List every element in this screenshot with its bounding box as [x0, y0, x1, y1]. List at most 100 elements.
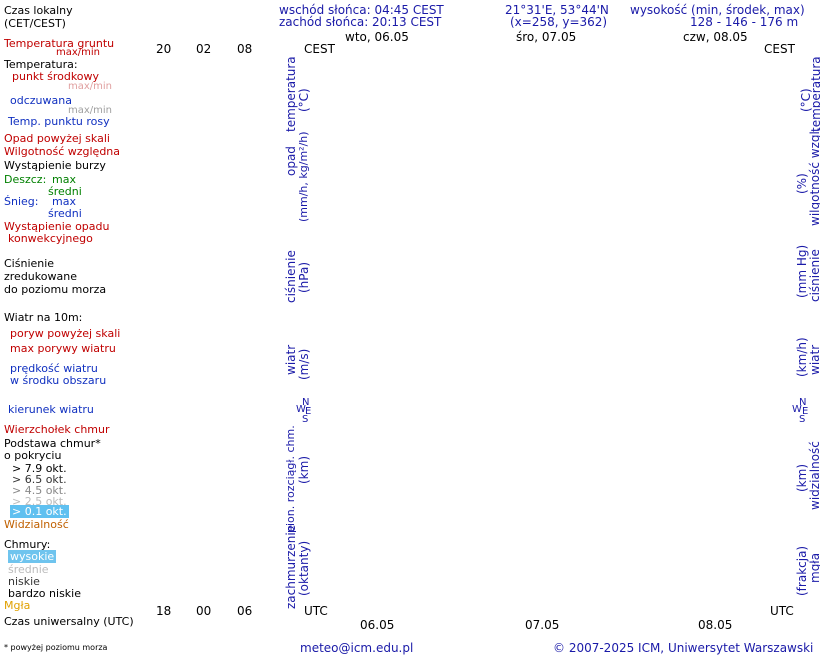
wind-dir-arrow: [717, 405, 722, 421]
s-cover-tick: 4: [123, 557, 130, 570]
cloud-base-dot: [472, 472, 479, 479]
axis-wind-title-r: wiatr: [808, 344, 820, 375]
cloud-base-dot: [627, 499, 634, 506]
axis-vis-unit: (km): [795, 463, 809, 492]
s-press-tick: 1012: [102, 293, 130, 306]
press-tick-label: 1005: [311, 304, 339, 317]
s-press-night: [170, 233, 208, 303]
temp-tick-label-r: 5: [763, 83, 770, 96]
local-hour-label: 23: [553, 44, 568, 58]
temp-tick-label: -10: [321, 129, 339, 142]
press-tick-label: 1020: [311, 227, 339, 240]
precip-night-0: [414, 145, 460, 222]
s-fog-tick: 0.25: [250, 576, 275, 589]
s-cloud-dot: [222, 482, 228, 488]
cloud-base-dot: [649, 488, 656, 495]
legend-storm: Wystąpienie burzy: [4, 159, 106, 172]
s-press-tick-r: 1016: [250, 247, 278, 260]
cloud-base-dot: [749, 506, 756, 513]
local-hour-label: 11: [487, 44, 502, 58]
axis-press-title: ciśnienie: [284, 250, 298, 303]
day-label-2: śro, 07.05: [516, 30, 577, 44]
s-temp-zero: [135, 115, 245, 135]
cloud-base-dot: [406, 474, 413, 481]
s-precip-tick: 0: [123, 211, 130, 224]
s-cloud-frame: [134, 436, 246, 517]
s-press-tick-r: 1018: [250, 226, 278, 239]
precip-tick-label: 2: [332, 185, 339, 198]
cloud-base-dot: [572, 502, 579, 509]
cloud-base-dot: [572, 472, 579, 479]
wind-dir-arrow: [639, 405, 644, 421]
s-rain-bar: [140, 178, 156, 222]
cloud-base-dot: [461, 494, 468, 501]
local-hour-label: 17: [387, 44, 402, 58]
vis-tick-label-r: 0: [763, 510, 770, 523]
fog-tick-label-r: 1: [763, 518, 770, 531]
local-time-zone: (CET/CEST): [4, 17, 66, 30]
s-press-frame: [134, 232, 246, 304]
utc-hour-label: 21: [551, 603, 566, 617]
s-precip-frame: [134, 144, 246, 223]
press-tick-label-r: 761: [763, 253, 784, 266]
s-dir-arrow: [184, 405, 192, 421]
dewpoint-dot: [706, 112, 711, 117]
press-night-0: [414, 233, 460, 310]
legend-connector: [109, 369, 141, 379]
legend-cl-vlow: bardzo niskie: [8, 587, 81, 600]
cloud-base-dot: [672, 502, 678, 509]
cloud-base-dot: [561, 495, 568, 502]
cloud-night-0: [414, 437, 460, 516]
dewpoint-dot: [390, 94, 395, 99]
dewpoint-dot: [673, 109, 677, 114]
dewpoint-dot: [473, 108, 478, 113]
cloud-tick-label: 7.5: [322, 471, 340, 484]
s-wind-tick-r: 36: [250, 346, 264, 359]
legend-temp: Temperatura:: [4, 58, 78, 71]
s-press-bg: [135, 233, 245, 303]
utc-hour-label: 03: [452, 603, 467, 617]
legend-okt-01: > 0.1 okt.: [10, 505, 69, 518]
cloud-base-dot: [417, 487, 424, 494]
s-temp-night: [170, 58, 208, 135]
footer-email[interactable]: meteo@icm.edu.pl: [300, 641, 414, 655]
legend-okt-45: > 4.5 okt.: [12, 484, 67, 497]
s-cover-night: [170, 524, 208, 603]
cloud-base-dot: [517, 487, 524, 494]
legend-rain: Deszcz:: [4, 173, 47, 186]
legend-temp-maxmin: max/min: [68, 81, 113, 92]
s-cloud-dot: [147, 459, 153, 465]
s-felt-line: [134, 96, 246, 120]
cover-mid-area: [343, 533, 758, 603]
cloud-base-dot: [738, 497, 745, 504]
s-dir-arrow: [168, 405, 176, 421]
wind-dir-arrow: [684, 405, 689, 421]
cloud-tick-label: 12.5: [315, 444, 340, 457]
s-temp-tick-r: 20: [250, 67, 264, 80]
wind-dir-arrow: [661, 405, 666, 421]
s-temp-tick: 30: [116, 49, 130, 62]
s-fog-tick: 0.75: [250, 537, 275, 550]
wind-dir-arrow: [357, 411, 374, 415]
local-hour-label: 11: [354, 44, 369, 58]
conv-marker: [475, 219, 478, 222]
legend-conv-2: konwekcyjnego: [8, 232, 93, 245]
s-hum-tick: 61: [250, 195, 264, 208]
dewpoint-dot: [407, 96, 412, 101]
s-precip-tick: 0.5: [113, 195, 131, 208]
s-dir-arrow: [160, 405, 168, 421]
s-wind-tick: 20: [116, 310, 130, 323]
s-cover-frame: [134, 523, 246, 604]
axis-wind-unit-r: (km/h): [795, 337, 809, 377]
compass-s-right: S: [799, 414, 806, 425]
cloud-base-dot: [550, 488, 557, 495]
s-vis-tick: 3: [250, 487, 257, 500]
legend-humidity: Wilgotność względna: [4, 145, 121, 158]
legend-snow-max: max: [52, 195, 76, 208]
cloud-base-dot: [638, 497, 645, 504]
legend-utc: Czas uniwersalny (UTC): [4, 615, 134, 628]
cover-tick-label: 0: [332, 597, 339, 610]
axis-cover-unit: (oktanty): [297, 540, 311, 596]
legend-dewpoint: Temp. punktu rosy: [8, 115, 110, 128]
press-night-1: [547, 233, 592, 310]
